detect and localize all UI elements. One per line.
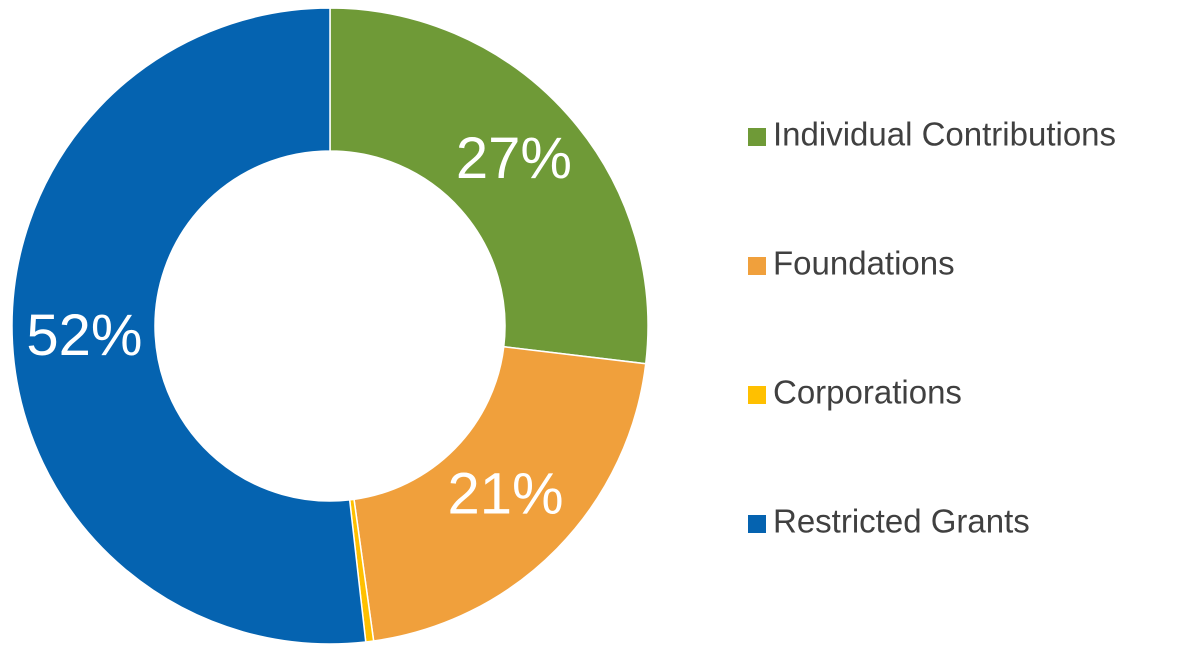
data-label: 21% [448,462,564,527]
data-label: 52% [26,303,142,368]
legend-label: Corporations [773,374,962,411]
legend-label: Foundations [773,245,955,282]
data-label: 27% [456,126,572,191]
legend-swatch [748,128,766,146]
donut-slice [11,7,367,645]
donut-slice [329,7,649,365]
legend-swatch [748,515,766,533]
legend-swatch [748,257,766,275]
donut-slice [353,345,647,642]
legend-label: Restricted Grants [773,503,1030,540]
legend-swatch [748,386,766,404]
legend-label: Individual Contributions [773,116,1116,153]
